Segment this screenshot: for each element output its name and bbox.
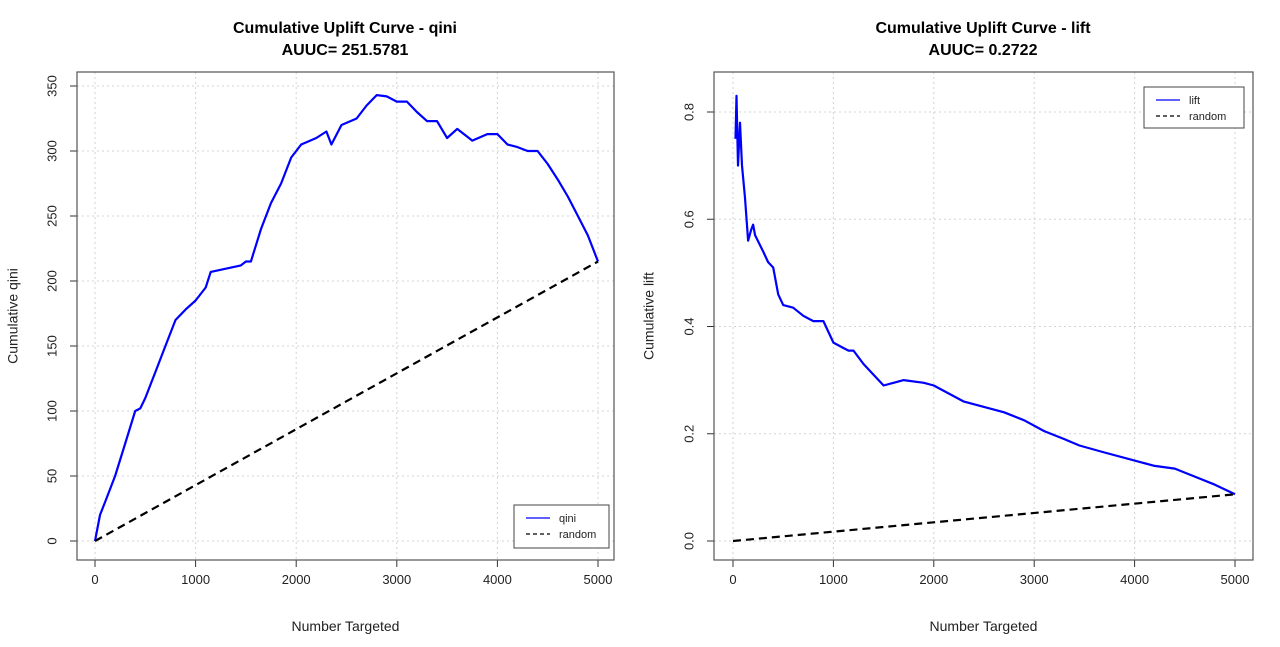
y-tick-label: 350 [44, 75, 59, 97]
x-tick-label: 4000 [1120, 572, 1149, 587]
series-line-random [94, 260, 599, 542]
y-tick-label: 0.8 [681, 103, 696, 121]
x-tick-label: 5000 [1221, 572, 1250, 587]
series-line-qini [93, 93, 600, 542]
x-tick-label: 5000 [584, 572, 613, 587]
x-tick-label: 4000 [483, 572, 512, 587]
legend-label: lift [1189, 95, 1200, 107]
y-axis-label: Cumulative lift [641, 272, 657, 360]
x-axis-label: Number Targeted [930, 618, 1038, 634]
y-axis-label: Cumulative qini [5, 268, 21, 364]
x-tick-label: 0 [729, 572, 736, 587]
y-tick-label: 100 [44, 400, 59, 422]
y-tick-label: 150 [44, 335, 59, 357]
y-tick-label: 0.2 [681, 425, 696, 443]
legend: qini random [513, 504, 610, 549]
y-tick-label: 250 [44, 205, 59, 227]
series-line-lift [734, 94, 1236, 496]
chart-subtitle: AUUC= 251.5781 [282, 42, 409, 59]
plot-frame [76, 71, 615, 561]
legend-label: qini [559, 513, 576, 525]
series-line-random [732, 493, 1236, 543]
x-axis-label: Number Targeted [292, 618, 400, 634]
legend-box [513, 504, 610, 549]
chart-subtitle: AUUC= 0.2722 [929, 42, 1038, 59]
y-tick-label: 0.0 [681, 532, 696, 550]
legend: lift random [1143, 86, 1245, 129]
legend-label: random [1189, 111, 1226, 123]
legend-label: random [559, 529, 596, 541]
chart-0: Cumulative Uplift Curve - qini AUUC= 251.… [5, 20, 615, 634]
chart-title: Cumulative Uplift Curve - qini [233, 20, 457, 37]
y-tick-label: 50 [44, 469, 59, 483]
chart-1: Cumulative Uplift Curve - lift AUUC= 0.27… [641, 20, 1254, 634]
y-tick-label: 200 [44, 270, 59, 292]
x-tick-label: 3000 [382, 572, 411, 587]
legend-box [1143, 86, 1245, 129]
chart-title: Cumulative Uplift Curve - lift [875, 20, 1091, 37]
y-tick-label: 0.6 [681, 210, 696, 228]
x-tick-label: 1000 [181, 572, 210, 587]
x-tick-label: 1000 [819, 572, 848, 587]
y-tick-label: 0 [44, 537, 59, 544]
x-tick-label: 2000 [919, 572, 948, 587]
x-tick-label: 2000 [282, 572, 311, 587]
y-tick-label: 300 [44, 140, 59, 162]
x-tick-label: 3000 [1020, 572, 1049, 587]
x-tick-label: 0 [91, 572, 98, 587]
y-tick-label: 0.4 [681, 317, 696, 335]
plot-frame [713, 71, 1254, 561]
